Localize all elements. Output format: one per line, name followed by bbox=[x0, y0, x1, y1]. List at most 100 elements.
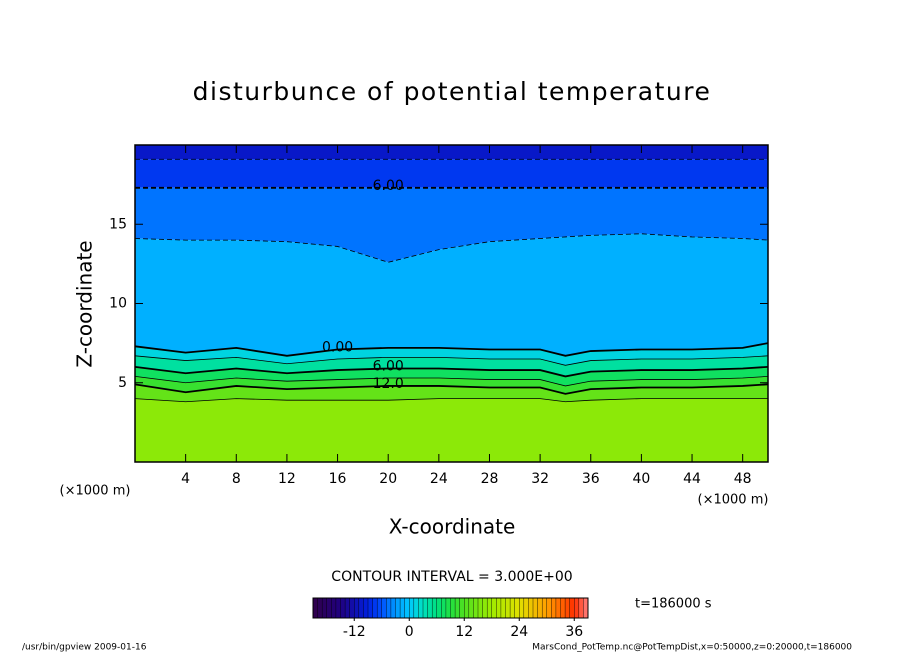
contour-fill bbox=[135, 355, 768, 377]
colorbar-cell bbox=[445, 597, 451, 619]
colorbar-cell bbox=[468, 597, 474, 619]
x-tick-label: 44 bbox=[683, 471, 701, 487]
x-tick-label: 40 bbox=[632, 471, 650, 487]
colorbar-cell bbox=[427, 597, 433, 619]
colorbar-cell bbox=[496, 597, 502, 619]
y-tick-label: 15 bbox=[109, 216, 127, 232]
colorbar-cell bbox=[344, 597, 351, 619]
contour-fill bbox=[135, 398, 768, 462]
contour-interval: CONTOUR INTERVAL = 3.000E+00 bbox=[331, 569, 572, 585]
colorbar-cell bbox=[509, 597, 516, 619]
colorbar-cell bbox=[436, 597, 442, 619]
colorbar-cell bbox=[551, 597, 557, 619]
colorbar-cell bbox=[409, 597, 415, 619]
footer-left: /usr/bin/gpview 2009-01-16 bbox=[22, 643, 147, 653]
colorbar-tick-label: 24 bbox=[510, 624, 528, 640]
colorbar-cell bbox=[326, 597, 332, 619]
colorbar-cell bbox=[335, 597, 341, 619]
colorbar-cell bbox=[317, 597, 323, 619]
colorbar-frame bbox=[312, 597, 589, 619]
colorbar-cell bbox=[500, 597, 506, 619]
colorbar-cell bbox=[395, 597, 401, 619]
colorbar-tick-label: -12 bbox=[343, 624, 366, 640]
contour-label: 12.0 bbox=[373, 376, 404, 392]
x-tick-label: 24 bbox=[430, 471, 448, 487]
x-tick-label: 28 bbox=[481, 471, 499, 487]
y-tick-label: 10 bbox=[109, 296, 127, 312]
colorbar-cell bbox=[454, 597, 461, 619]
contour-label: 0.00 bbox=[322, 339, 353, 355]
colorbar-cell bbox=[532, 597, 539, 619]
colorbar-cell bbox=[349, 597, 355, 619]
x-tick-label: 20 bbox=[379, 471, 397, 487]
colorbar-cell bbox=[340, 597, 346, 619]
x-tick-label: 4 bbox=[181, 471, 190, 487]
colorbar-cell bbox=[555, 597, 562, 619]
colorbar-cell bbox=[459, 597, 465, 619]
x-tick-label: 32 bbox=[531, 471, 549, 487]
colorbar-cell bbox=[358, 597, 364, 619]
x-tick-label: 12 bbox=[278, 471, 296, 487]
colorbar-cell bbox=[372, 597, 378, 619]
colorbar-cell bbox=[331, 597, 337, 619]
x-axis-label: X-coordinate bbox=[389, 515, 516, 539]
colorbar-cell bbox=[321, 597, 328, 619]
colorbar-cell bbox=[441, 597, 447, 619]
contour-line bbox=[134, 342, 769, 357]
contour-fill bbox=[135, 145, 768, 160]
contour-line bbox=[134, 398, 768, 403]
colorbar-cell bbox=[578, 597, 584, 619]
colorbar-cell bbox=[413, 597, 419, 619]
x-tick-label: 8 bbox=[232, 471, 241, 487]
colorbar-cell bbox=[376, 597, 383, 619]
colorbar-cell bbox=[404, 597, 410, 619]
colorbar-cell bbox=[523, 597, 529, 619]
colorbar-cell bbox=[399, 597, 406, 619]
colorbar-cell bbox=[367, 597, 374, 619]
colorbar-cell bbox=[560, 597, 566, 619]
colorbar-cell bbox=[564, 597, 571, 619]
colorbar-cell bbox=[450, 597, 456, 619]
colorbar-cell bbox=[477, 597, 484, 619]
colorbar-cell bbox=[422, 597, 429, 619]
contour-line bbox=[134, 376, 769, 387]
colorbar-cell bbox=[418, 597, 424, 619]
contour-label: 6.00 bbox=[373, 178, 404, 194]
contour-line bbox=[134, 366, 769, 378]
colorbar-tick-label: 0 bbox=[405, 624, 414, 640]
colorbar-cell bbox=[473, 597, 479, 619]
colorbar-cell bbox=[546, 597, 552, 619]
colorbar-cell bbox=[491, 597, 497, 619]
colorbar-cell bbox=[354, 597, 360, 619]
colorbar-cell bbox=[528, 597, 534, 619]
colorbar-cell bbox=[363, 597, 369, 619]
contour-fill bbox=[135, 187, 768, 263]
colorbar-cell bbox=[505, 597, 511, 619]
contour-line bbox=[134, 233, 769, 263]
colorbar-cell bbox=[569, 597, 575, 619]
contour-line bbox=[134, 383, 769, 395]
contour-line bbox=[134, 355, 769, 366]
x-unit-label: (×1000 m) bbox=[60, 484, 131, 499]
colorbar-cell bbox=[386, 597, 392, 619]
x-tick-label: 16 bbox=[329, 471, 347, 487]
colorbar-cell bbox=[514, 597, 520, 619]
colorbar-cell bbox=[464, 597, 470, 619]
time-label: t=186000 s bbox=[635, 597, 712, 612]
colorbar-cell bbox=[541, 597, 548, 619]
chart-title: disturbunce of potential temperature bbox=[193, 77, 712, 106]
colorbar-cell bbox=[390, 597, 396, 619]
colorbar-cell bbox=[431, 597, 438, 619]
colorbar-cell bbox=[482, 597, 488, 619]
x-unit-label: (×1000 m) bbox=[698, 493, 769, 508]
colorbar-tick-label: 36 bbox=[565, 624, 583, 640]
x-tick-label: 48 bbox=[734, 471, 752, 487]
contour-fill bbox=[135, 233, 768, 356]
colorbar-cell bbox=[537, 597, 543, 619]
colorbar-tick-label: 12 bbox=[455, 624, 473, 640]
colorbar-cell bbox=[486, 597, 493, 619]
colorbar-cell bbox=[574, 597, 580, 619]
x-tick-label: 36 bbox=[582, 471, 600, 487]
contour-label: 6.00 bbox=[373, 358, 404, 374]
